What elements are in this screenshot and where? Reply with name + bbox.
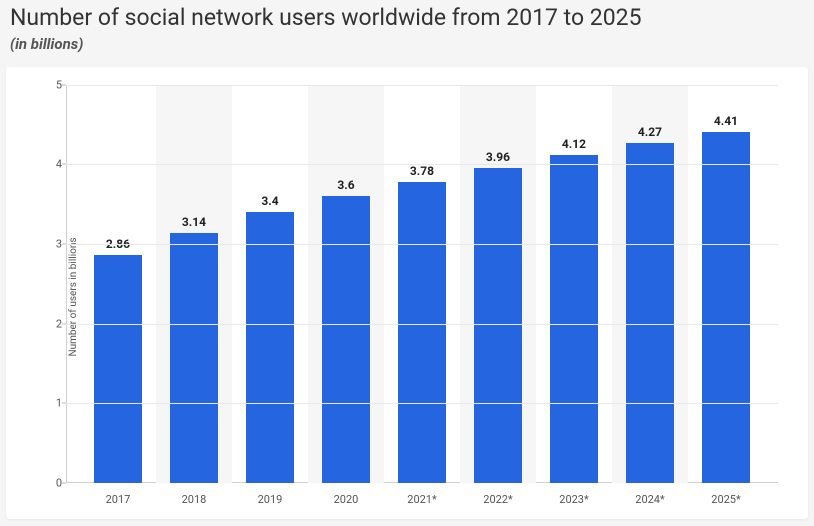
bar-slot: 4.41 — [688, 85, 764, 483]
bar-slot: 3.78 — [384, 85, 460, 483]
chart-title: Number of social network users worldwide… — [10, 4, 804, 33]
y-tick-label: 4 — [46, 158, 62, 171]
x-tick-label: 2024* — [612, 487, 688, 509]
y-tick-mark — [62, 243, 66, 244]
y-tick-mark — [62, 482, 66, 483]
bar-value-label: 4.27 — [638, 125, 662, 139]
y-tick-mark — [62, 164, 66, 165]
chart-subtitle: (in billions) — [10, 35, 804, 53]
bars-container: 2.86 3.14 3.4 3.6 3.78 3.96 4.12 4.27 4.41 — [66, 85, 778, 483]
bar: 4.41 — [702, 132, 749, 483]
bar: 3.6 — [322, 196, 369, 483]
bar-value-label: 4.41 — [714, 114, 738, 128]
gridline — [66, 403, 778, 404]
y-tick-label: 2 — [46, 317, 62, 330]
chart-card: Number of users in billions 2.863.143.43… — [6, 67, 808, 519]
bar-value-label: 3.96 — [486, 150, 510, 164]
x-tick-label: 2021* — [384, 487, 460, 509]
x-tick-label: 2025* — [688, 487, 764, 509]
y-tick-mark — [62, 403, 66, 404]
plot-region: 2.86 3.14 3.4 3.6 3.78 3.96 4.12 4.27 4.41 — [66, 85, 778, 483]
bar: 3.78 — [398, 182, 445, 483]
x-tick-label: 2020 — [308, 487, 384, 509]
bar: 4.27 — [626, 143, 673, 483]
bar-slot: 3.14 — [156, 85, 232, 483]
y-tick-mark — [62, 323, 66, 324]
bar-value-label: 3.4 — [261, 194, 278, 208]
x-tick-label: 2019 — [232, 487, 308, 509]
bar-slot: 3.6 — [308, 85, 384, 483]
bar-value-label: 3.6 — [337, 178, 354, 192]
bar-slot: 3.96 — [460, 85, 536, 483]
bar-slot: 4.27 — [612, 85, 688, 483]
x-tick-label: 2018 — [156, 487, 232, 509]
bar: 4.12 — [550, 155, 597, 483]
bar: 2.86 — [94, 255, 141, 483]
bar-slot: 2.86 — [80, 85, 156, 483]
chart-header: Number of social network users worldwide… — [0, 0, 814, 61]
bar-value-label: 3.14 — [182, 215, 206, 229]
chart-area: Number of users in billions 2.863.143.43… — [18, 85, 778, 509]
bar-slot: 4.12 — [536, 85, 612, 483]
y-tick-mark — [62, 84, 66, 85]
y-tick-label: 1 — [46, 397, 62, 410]
y-tick-label: 0 — [46, 476, 62, 489]
gridline — [66, 164, 778, 165]
x-tick-label: 2022* — [460, 487, 536, 509]
bar-value-label: 4.12 — [562, 137, 586, 151]
gridline — [66, 85, 778, 86]
y-tick-label: 3 — [46, 237, 62, 250]
x-tick-label: 2017 — [80, 487, 156, 509]
gridline — [66, 324, 778, 325]
y-tick-label: 5 — [46, 78, 62, 91]
gridline — [66, 244, 778, 245]
bar-value-label: 3.78 — [410, 164, 434, 178]
x-tick-label: 2023* — [536, 487, 612, 509]
bar: 3.4 — [246, 212, 293, 483]
bar-slot: 3.4 — [232, 85, 308, 483]
x-axis-labels: 20172018201920202021*2022*2023*2024*2025… — [66, 487, 778, 509]
bar: 3.14 — [170, 233, 217, 483]
bar: 3.96 — [474, 168, 521, 483]
